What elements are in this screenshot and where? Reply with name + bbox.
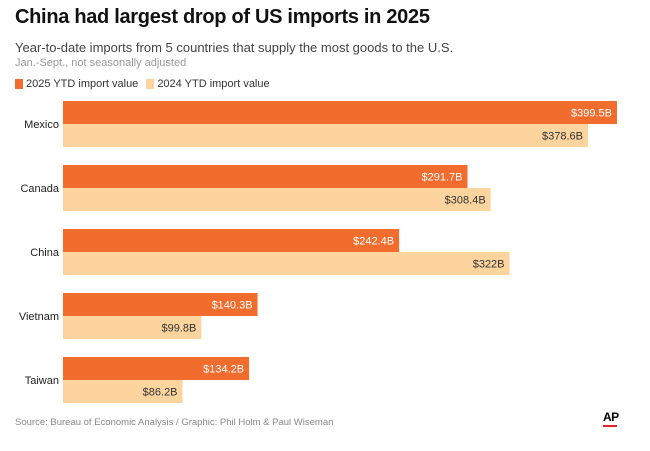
ap-logo-underline (603, 425, 617, 427)
chart-subtitle: Year-to-date imports from 5 countries th… (15, 40, 454, 55)
data-label: $242.4B (353, 236, 394, 248)
legend-swatch-2024 (146, 79, 155, 89)
data-label: $399.5B (571, 108, 612, 120)
legend-label-2025: 2025 YTD import value (26, 78, 139, 90)
category-label: China (30, 247, 60, 259)
bar-2024 (63, 380, 183, 403)
category-label: Vietnam (19, 311, 59, 323)
bar-2025 (63, 101, 617, 124)
data-label: $134.2B (203, 364, 244, 376)
source-credit: Source: Bureau of Economic Analysis / Gr… (15, 417, 334, 428)
legend-item-2024: 2024 YTD import value (146, 78, 270, 90)
ap-logo: AP (603, 410, 619, 424)
data-label: $86.2B (143, 387, 178, 399)
bar-2024 (63, 124, 589, 147)
legend-item-2025: 2025 YTD import value (15, 78, 138, 90)
category-label: Mexico (24, 119, 59, 131)
bar-2025 (63, 357, 250, 380)
bar-2025 (63, 165, 468, 188)
chart-title: China had largest drop of US imports in … (15, 6, 430, 28)
legend: 2025 YTD import value 2024 YTD import va… (15, 78, 270, 90)
data-label: $99.8B (162, 323, 197, 335)
bar-2025 (63, 229, 400, 252)
legend-label-2024: 2024 YTD import value (157, 78, 270, 90)
data-label: $322B (473, 259, 505, 271)
data-label: $140.3B (212, 300, 253, 312)
bar-2024 (63, 188, 491, 211)
bar-2024 (63, 316, 202, 339)
data-label: $291.7B (422, 172, 463, 184)
data-label: $308.4B (445, 195, 486, 207)
chart-note: Jan.-Sept., not seasonally adjusted (15, 57, 187, 69)
data-label: $378.6B (542, 131, 583, 143)
bar-2024 (63, 252, 510, 275)
legend-swatch-2025 (15, 79, 23, 89)
bar-2025 (63, 293, 258, 316)
category-label: Canada (20, 183, 59, 195)
category-label: Taiwan (25, 375, 59, 387)
